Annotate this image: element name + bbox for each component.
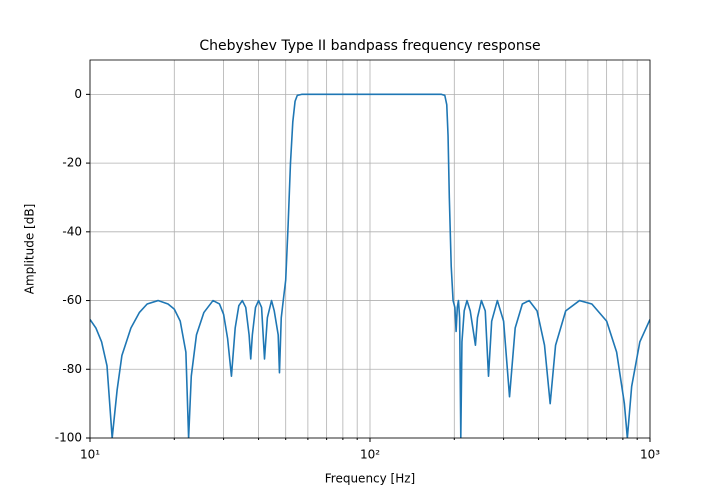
y-tick-label: -100 [55, 431, 82, 445]
y-tick-label: -60 [62, 293, 82, 307]
x-tick-label: 10² [360, 448, 380, 462]
y-tick-label: -80 [62, 362, 82, 376]
y-tick-label: 0 [74, 87, 82, 101]
y-tick-label: -40 [62, 224, 82, 238]
x-tick-label: 10¹ [80, 448, 100, 462]
chart-title: Chebyshev Type II bandpass frequency res… [199, 38, 540, 54]
x-axis-label: Frequency [Hz] [325, 472, 416, 486]
y-tick-label: -20 [62, 156, 82, 170]
x-tick-label: 10³ [640, 448, 660, 462]
y-axis-label: Amplitude [dB] [23, 204, 37, 295]
plot-area [90, 93, 650, 438]
line-series [90, 93, 650, 438]
grid [89, 60, 651, 439]
